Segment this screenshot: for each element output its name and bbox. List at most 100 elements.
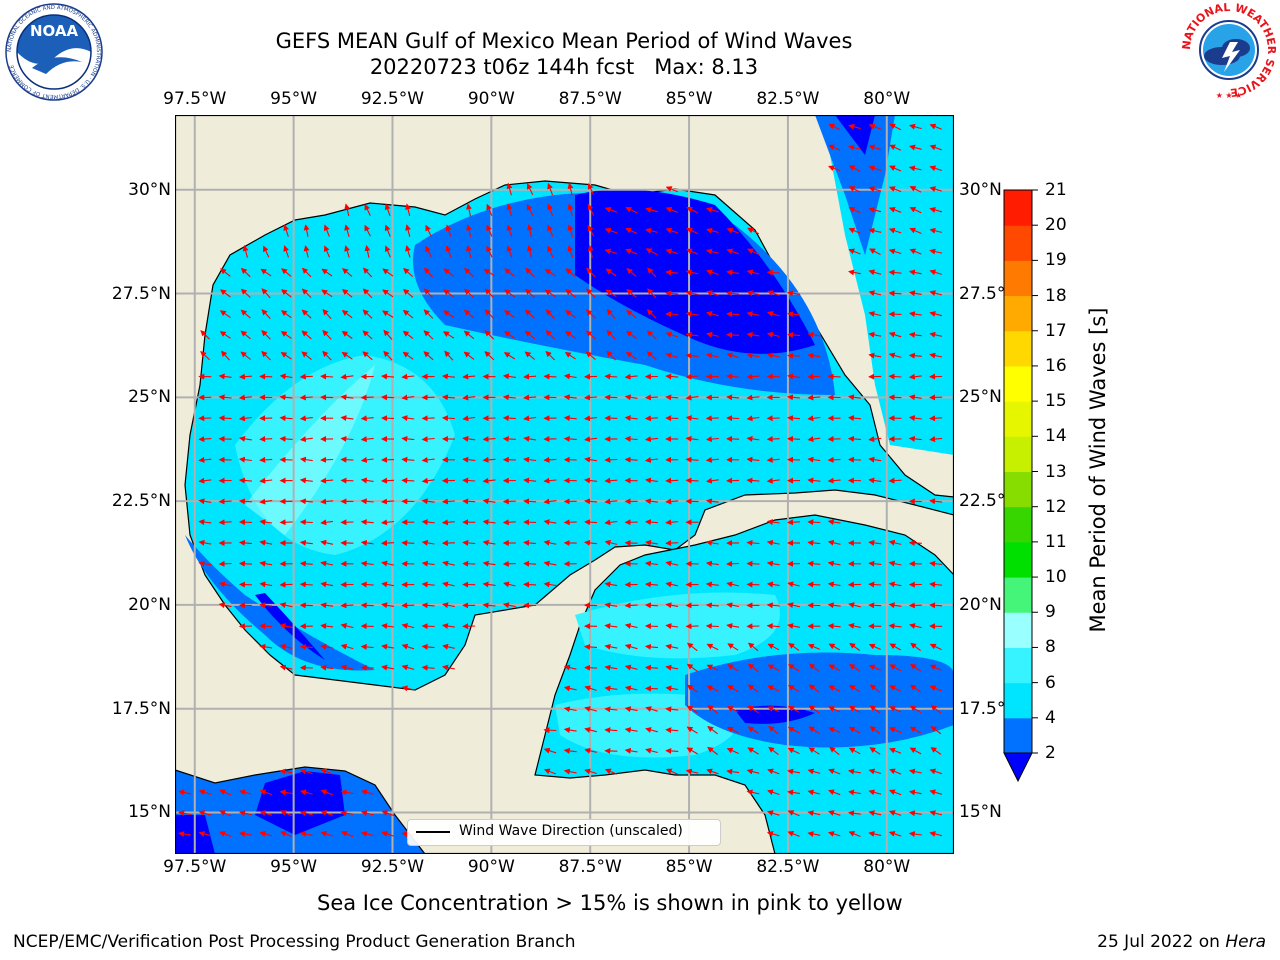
- wave-direction-arrow: [827, 623, 841, 630]
- wave-direction-arrow: [646, 351, 657, 361]
- lat-tick-label: 22.5°N: [959, 491, 1019, 512]
- colorbar-tick-label: 11: [1045, 531, 1067, 552]
- wave-period-map: [175, 115, 954, 854]
- colorbar-segment: [1004, 365, 1032, 402]
- wave-direction-arrow: [364, 203, 371, 216]
- wave-direction-arrow: [807, 456, 821, 463]
- wave-direction-arrow: [604, 685, 618, 692]
- wave-direction-arrow: [584, 436, 598, 443]
- wave-direction-arrow: [766, 519, 780, 526]
- wave-direction-arrow: [787, 352, 801, 359]
- wave-direction-arrow: [402, 309, 414, 319]
- colorbar-tick-label: 20: [1045, 215, 1067, 236]
- wave-direction-arrow: [482, 581, 496, 588]
- wave-direction-arrow: [828, 144, 841, 151]
- wave-direction-arrow: [768, 746, 779, 756]
- legend-label: Wind Wave Direction (unscaled): [459, 823, 683, 839]
- wave-direction-arrow: [604, 207, 618, 213]
- wave-direction-arrow: [584, 706, 597, 712]
- wave-direction-arrow: [504, 289, 515, 298]
- wave-direction-arrow: [888, 352, 902, 359]
- wave-direction-arrow: [482, 560, 496, 567]
- wave-direction-arrow: [848, 186, 861, 193]
- wave-direction-arrow: [908, 394, 922, 401]
- wave-direction-arrow: [686, 705, 698, 714]
- wave-direction-arrow: [341, 351, 353, 360]
- wave-direction-arrow: [827, 560, 841, 567]
- wave-direction-arrow: [401, 373, 415, 380]
- wave-direction-arrow: [848, 768, 861, 775]
- wave-direction-arrow: [320, 373, 334, 380]
- wave-direction-arrow: [299, 810, 313, 817]
- wave-direction-arrow: [746, 789, 760, 796]
- wave-direction-arrow: [523, 394, 537, 401]
- lat-tick-label: 20°N: [959, 594, 1002, 615]
- wave-direction-arrow: [665, 373, 679, 380]
- wave-direction-arrow: [444, 350, 454, 361]
- wave-direction-arrow: [443, 268, 455, 277]
- wave-direction-arrow: [484, 288, 494, 299]
- wave-direction-arrow: [482, 539, 496, 546]
- wave-direction-arrow: [665, 747, 679, 754]
- wave-direction-arrow: [482, 456, 496, 463]
- wave-direction-arrow: [929, 602, 943, 609]
- wave-direction-arrow: [606, 308, 616, 320]
- wave-direction-arrow: [563, 415, 577, 422]
- wave-direction-arrow: [849, 663, 861, 672]
- wave-direction-arrow: [849, 642, 861, 651]
- wave-direction-arrow: [240, 351, 251, 360]
- wave-direction-arrow: [705, 539, 719, 546]
- wave-direction-arrow: [421, 415, 435, 422]
- wave-direction-arrow: [401, 415, 415, 422]
- wave-direction-arrow: [929, 664, 942, 671]
- wave-direction-arrow: [301, 351, 312, 361]
- wave-direction-arrow: [584, 643, 598, 650]
- wave-direction-arrow: [645, 747, 658, 754]
- wave-direction-arrow: [706, 664, 719, 671]
- wave-direction-arrow: [360, 789, 374, 796]
- wave-direction-arrow: [320, 789, 333, 796]
- wave-direction-arrow: [604, 623, 618, 630]
- wave-direction-arrow: [563, 519, 577, 526]
- wave-direction-arrow: [421, 581, 435, 588]
- wave-direction-arrow: [707, 704, 718, 714]
- lon-tick-label: 87.5°W: [558, 857, 622, 877]
- wave-direction-arrow: [889, 727, 902, 734]
- wave-direction-arrow: [807, 831, 821, 837]
- wave-direction-arrow: [909, 123, 922, 130]
- wave-direction-arrow: [381, 560, 395, 567]
- wave-direction-arrow: [299, 519, 313, 526]
- wave-direction-arrow: [847, 435, 861, 442]
- wave-direction-arrow: [665, 560, 679, 567]
- wave-direction-arrow: [624, 373, 638, 380]
- wave-direction-arrow: [421, 664, 435, 671]
- wave-direction-arrow: [747, 227, 760, 235]
- map-title-line2: 20220723 t06z 144h fcst Max: 8.13: [369, 55, 759, 79]
- wave-direction-arrow: [827, 373, 841, 380]
- wave-direction-arrow: [466, 245, 472, 258]
- lat-tick-label: 22.5°N: [111, 491, 171, 512]
- wave-direction-arrow: [746, 456, 760, 463]
- wave-direction-arrow: [644, 643, 658, 650]
- colorbar-tick-label: 2: [1045, 743, 1056, 763]
- wave-direction-arrow: [828, 706, 841, 713]
- lon-tick-label: 82.5°W: [756, 89, 820, 109]
- wave-direction-arrow: [585, 330, 596, 340]
- wave-direction-arrow: [299, 394, 313, 401]
- wave-direction-arrow: [827, 456, 841, 463]
- wave-direction-arrow: [604, 227, 618, 234]
- wave-direction-arrow: [828, 685, 841, 692]
- wave-direction-arrow: [462, 477, 476, 484]
- wave-direction-arrow: [888, 810, 902, 816]
- wave-direction-arrow: [807, 415, 821, 422]
- wave-direction-arrow: [563, 685, 577, 692]
- wave-direction-arrow: [665, 269, 679, 276]
- wave-direction-arrow: [807, 643, 821, 650]
- wave-direction-arrow: [787, 684, 800, 693]
- sea-ice-note: Sea Ice Concentration > 15% is shown in …: [317, 891, 903, 915]
- wave-direction-arrow: [506, 182, 513, 196]
- wave-direction-arrow: [685, 435, 699, 442]
- wave-direction-arrow: [320, 643, 334, 650]
- wave-direction-arrow: [868, 643, 881, 651]
- wave-direction-arrow: [261, 329, 271, 340]
